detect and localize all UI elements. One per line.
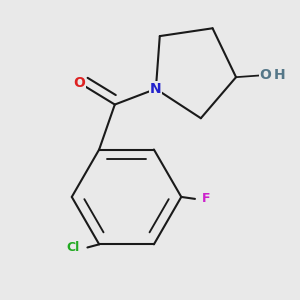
Text: O: O [74,76,85,90]
Text: F: F [202,192,210,206]
Text: H: H [274,68,286,82]
Text: Cl: Cl [66,241,80,254]
Text: N: N [150,82,162,96]
Text: O: O [260,68,271,82]
